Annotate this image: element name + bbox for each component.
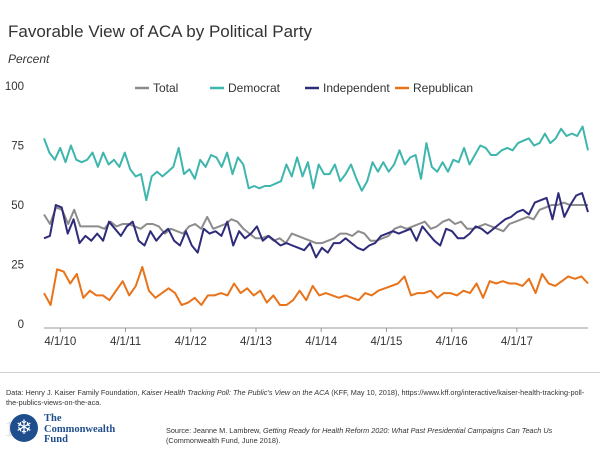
x-axis: 4/1/10 4/1/11 4/1/12 4/1/13 4/1/14 4/1/15 4/1/…: [44, 327, 588, 348]
source-title: Getting Ready for Health Reform 2020: Wh…: [262, 426, 553, 435]
data-note-suffix: (KFF, May 10, 2018), https://www.kff.org…: [6, 388, 585, 407]
legend-label-democrat: Democrat: [228, 81, 281, 95]
legend-label-total: Total: [153, 81, 178, 95]
x-tick-label-3: 4/1/13: [240, 336, 272, 348]
y-tick-label-75: 75: [11, 141, 24, 153]
source-note: Source: Jeanne M. Lambrew, Getting Ready…: [166, 426, 594, 446]
data-note: Data: Henry J. Kaiser Family Foundation,…: [6, 388, 594, 408]
series-line-independent: [43, 192, 589, 259]
x-tick-label-6: 4/1/16: [436, 336, 468, 348]
y-tick-label-50: 50: [11, 200, 24, 212]
y-axis: 0 25 50 75 100: [5, 81, 24, 331]
footer-divider: [0, 372, 600, 373]
series-line-total: [43, 201, 588, 245]
legend-label-republican: Republican: [413, 81, 473, 95]
chart-title: Favorable View of ACA by Political Party: [8, 22, 312, 41]
y-tick-label-0: 0: [18, 319, 24, 331]
x-tick-label-4: 4/1/14: [305, 336, 338, 348]
data-note-title: Kaiser Health Tracking Poll: The Public'…: [141, 388, 330, 397]
y-tick-label-25: 25: [11, 260, 24, 272]
y-axis-unit-label: Percent: [8, 52, 50, 66]
y-tick-label-100: 100: [5, 81, 24, 93]
source-suffix: (Commonwealth Fund, June 2018).: [166, 436, 281, 445]
series-lines: [43, 125, 589, 306]
x-tick-label-2: 4/1/12: [175, 336, 207, 348]
line-chart: Total Democrat Independent Republican 0 25 50…: [5, 81, 589, 348]
chart-legend: Total Democrat Independent Republican: [135, 81, 473, 95]
source-prefix: Source: Jeanne M. Lambrew,: [166, 426, 263, 435]
snowflake-icon: ❄: [10, 414, 38, 442]
data-note-prefix: Data: Henry J. Kaiser Family Foundation,: [6, 388, 142, 397]
legend-label-independent: Independent: [323, 81, 390, 95]
series-line-democrat: [43, 125, 589, 202]
x-tick-label-1: 4/1/11: [110, 336, 141, 348]
logo-line-3: Fund: [44, 434, 68, 445]
logo-line-1: The: [44, 413, 62, 424]
x-tick-label-5: 4/1/15: [370, 336, 402, 348]
logo-text: The Commonwealth Fund: [44, 413, 116, 446]
series-line-republican: [43, 265, 589, 306]
x-tick-label-7: 4/1/17: [501, 336, 533, 348]
commonwealth-fund-logo: 100 ❄ The Commonwealth Fund: [4, 412, 138, 446]
x-tick-label-0: 4/1/10: [44, 336, 76, 348]
logo-line-2: Commonwealth: [44, 423, 116, 435]
